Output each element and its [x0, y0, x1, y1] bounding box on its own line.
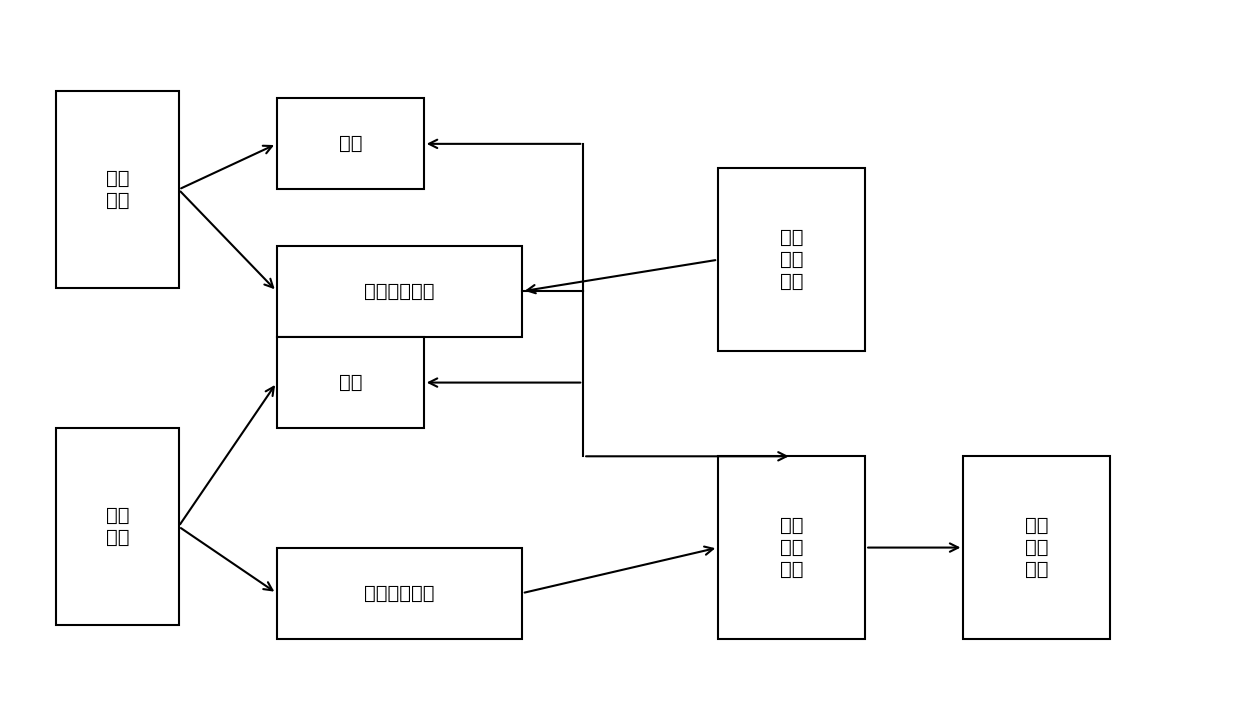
Text: 图像采集装置: 图像采集装置 — [365, 584, 434, 603]
FancyBboxPatch shape — [56, 91, 179, 288]
Text: 数据
处理
模块: 数据 处理 模块 — [1025, 516, 1049, 579]
Text: 光学
目镜: 光学 目镜 — [105, 506, 129, 547]
FancyBboxPatch shape — [277, 246, 522, 337]
FancyBboxPatch shape — [277, 548, 522, 639]
FancyBboxPatch shape — [277, 98, 424, 190]
FancyBboxPatch shape — [718, 168, 866, 351]
FancyBboxPatch shape — [56, 428, 179, 625]
Text: 光学
目镜: 光学 目镜 — [105, 169, 129, 210]
Text: 左眼: 左眼 — [339, 135, 362, 153]
FancyBboxPatch shape — [277, 337, 424, 428]
FancyBboxPatch shape — [963, 456, 1111, 639]
Text: 图像
处理
模块: 图像 处理 模块 — [780, 516, 804, 579]
FancyBboxPatch shape — [718, 456, 866, 639]
Text: 图像采集装置: 图像采集装置 — [365, 282, 434, 301]
Text: 右眼: 右眼 — [339, 373, 362, 392]
Text: 外部
刺激
模块: 外部 刺激 模块 — [780, 228, 804, 291]
